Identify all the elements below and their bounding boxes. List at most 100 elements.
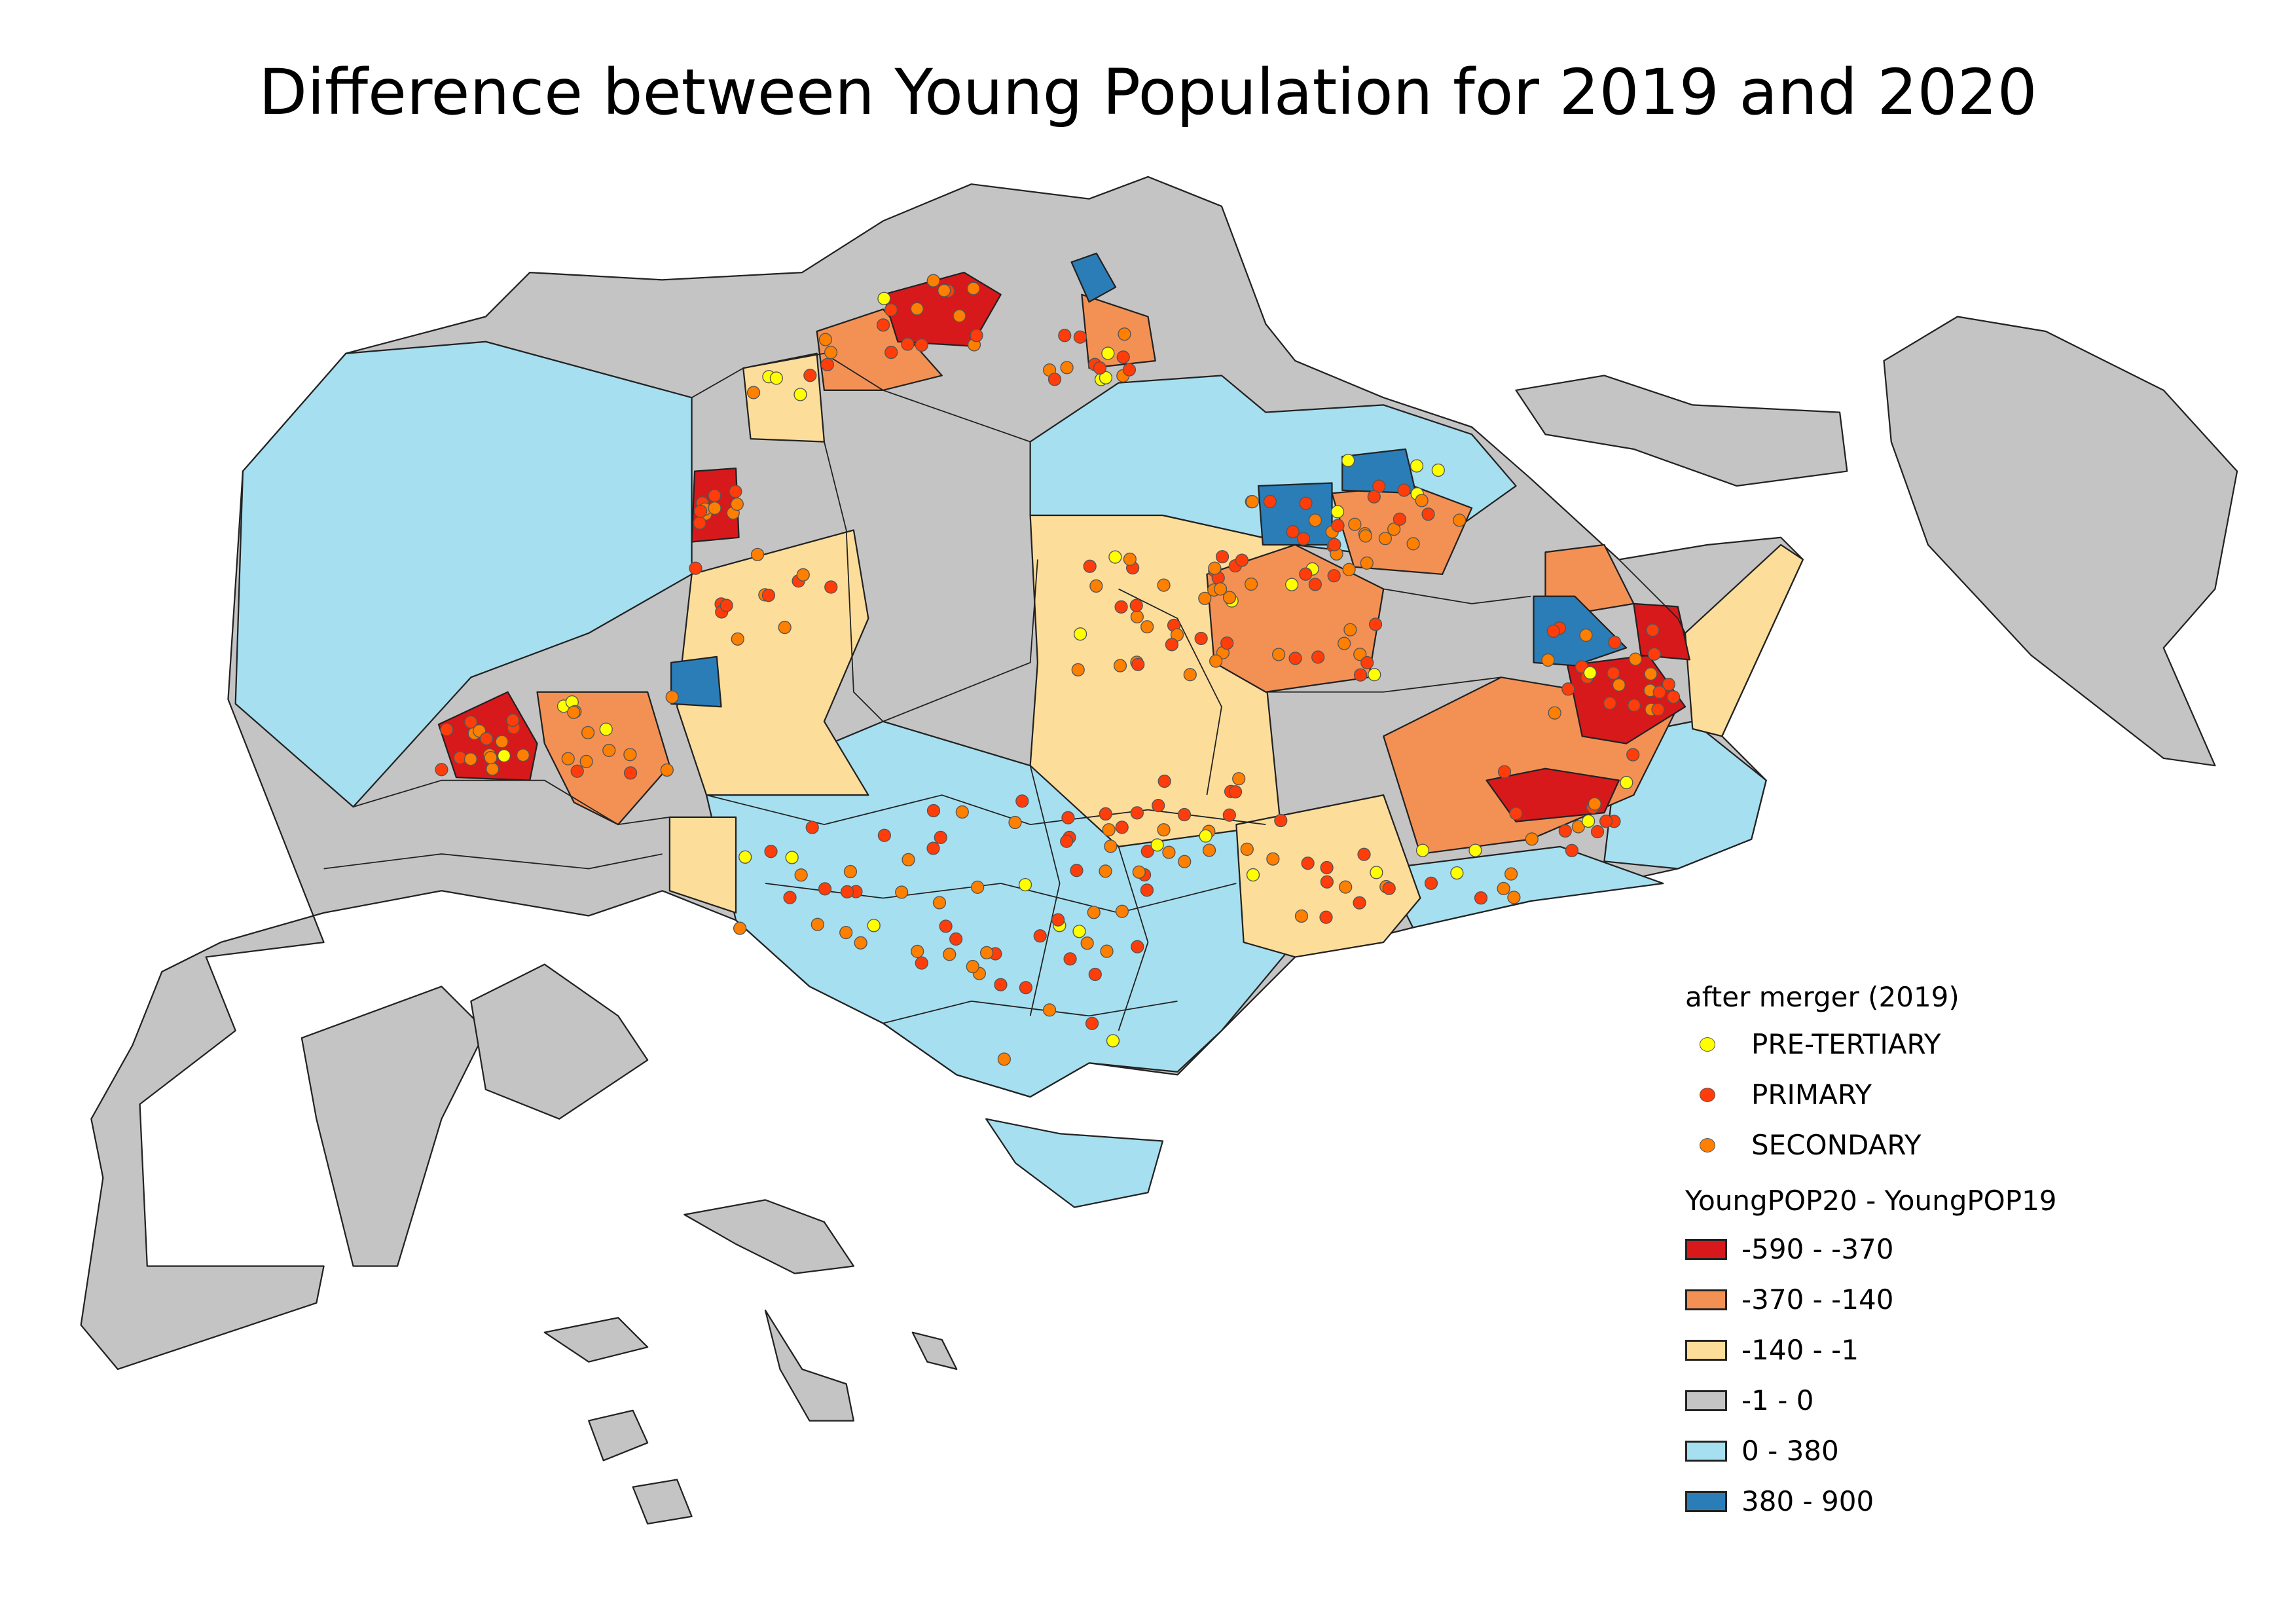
school-point [966,282,980,295]
school-point [1327,569,1341,583]
school-point [1198,591,1212,605]
school-point [1565,843,1579,858]
school-point [926,841,940,855]
legend-class-6: 380 - 900 [1685,1476,2057,1526]
school-point [746,386,761,399]
school-point [1157,823,1171,837]
school-point [730,497,744,511]
school-point [435,763,448,777]
region-blue-tampines-north [1533,595,1628,667]
school-point [1115,904,1129,918]
school-point [1108,550,1122,564]
school-point [1246,868,1260,882]
school-point [1070,864,1084,877]
school-point [1341,454,1355,468]
school-point [1652,685,1666,699]
school-point [1130,806,1144,820]
school-point [1360,556,1374,570]
school-point [1113,659,1127,673]
school-point [1367,490,1381,504]
school-point [581,726,595,739]
legend-label: -1 - 0 [1741,1384,1814,1416]
school-point [693,516,706,530]
school-point [1263,494,1277,508]
school-point [1285,578,1299,591]
school-point [506,713,520,728]
school-point [1561,682,1575,696]
school-point [1328,538,1341,551]
school-point [778,620,792,635]
school-point [1157,774,1171,788]
school-point [1301,857,1315,870]
school-point [1525,832,1539,846]
region-west-catchment [234,341,693,808]
school-point [579,754,593,769]
school-point [938,284,951,297]
school-point [1343,623,1357,637]
school-point [1157,578,1171,592]
school-point [623,766,638,780]
school-point [1507,891,1521,904]
school-point [979,946,994,960]
school-point [970,329,983,342]
map-title: Difference between Young Population for … [259,56,2037,129]
school-point [602,743,616,758]
school-point [1178,855,1192,868]
school-point [1115,821,1129,834]
school-point [1199,829,1212,843]
legend-item-primary: PRIMARY [1685,1069,2057,1120]
school-point [1215,550,1230,564]
school-point [1033,929,1047,943]
school-point [1099,807,1112,821]
school-point [1099,864,1112,878]
school-point [1222,591,1237,604]
school-point [994,978,1008,991]
school-point [708,489,721,503]
school-point [484,750,498,765]
school-point [764,845,778,858]
legend-class-3: -140 - -1 [1685,1325,2057,1375]
school-point [1132,865,1146,879]
school-point [997,1052,1011,1066]
school-point [1118,327,1131,341]
school-point [966,959,979,974]
school-point [1073,330,1087,344]
legend-label: PRE-TERTIARY [1751,1028,1941,1060]
school-point [1245,494,1260,509]
school-point [824,580,838,594]
region-red-pasir-ris [1633,602,1690,661]
school-point [1150,838,1164,852]
region-south-island-6 [911,1331,958,1371]
region-pulau-ubin [1515,375,1848,487]
school-point [1129,599,1143,612]
legend-label: 380 - 900 [1741,1485,1874,1517]
school-point [1122,363,1137,377]
school-point [1571,820,1585,834]
school-point [1588,797,1601,811]
school-point [1319,910,1333,924]
school-point [1474,891,1488,905]
school-point [971,880,985,894]
legend-label: SECONDARY [1751,1129,1922,1161]
school-point [495,735,509,748]
school-point [1368,668,1381,682]
school-point [818,333,833,346]
school-point [1626,748,1640,762]
school-point [1628,652,1643,666]
school-point [915,338,928,352]
school-point [1071,663,1085,676]
school-point [1504,867,1518,881]
school-point [567,705,581,719]
school-point [1320,860,1334,875]
school-point [1599,815,1613,828]
school-point [811,917,824,931]
legend-label: -370 - -140 [1741,1283,1894,1316]
school-point [1093,361,1107,375]
region-orange-north [816,308,943,392]
legend-class-4: -1 - 0 [1685,1375,2057,1426]
legend-point-marker [1700,1087,1715,1102]
school-point [867,919,881,932]
school-point [1202,843,1216,857]
school-point [901,337,915,351]
